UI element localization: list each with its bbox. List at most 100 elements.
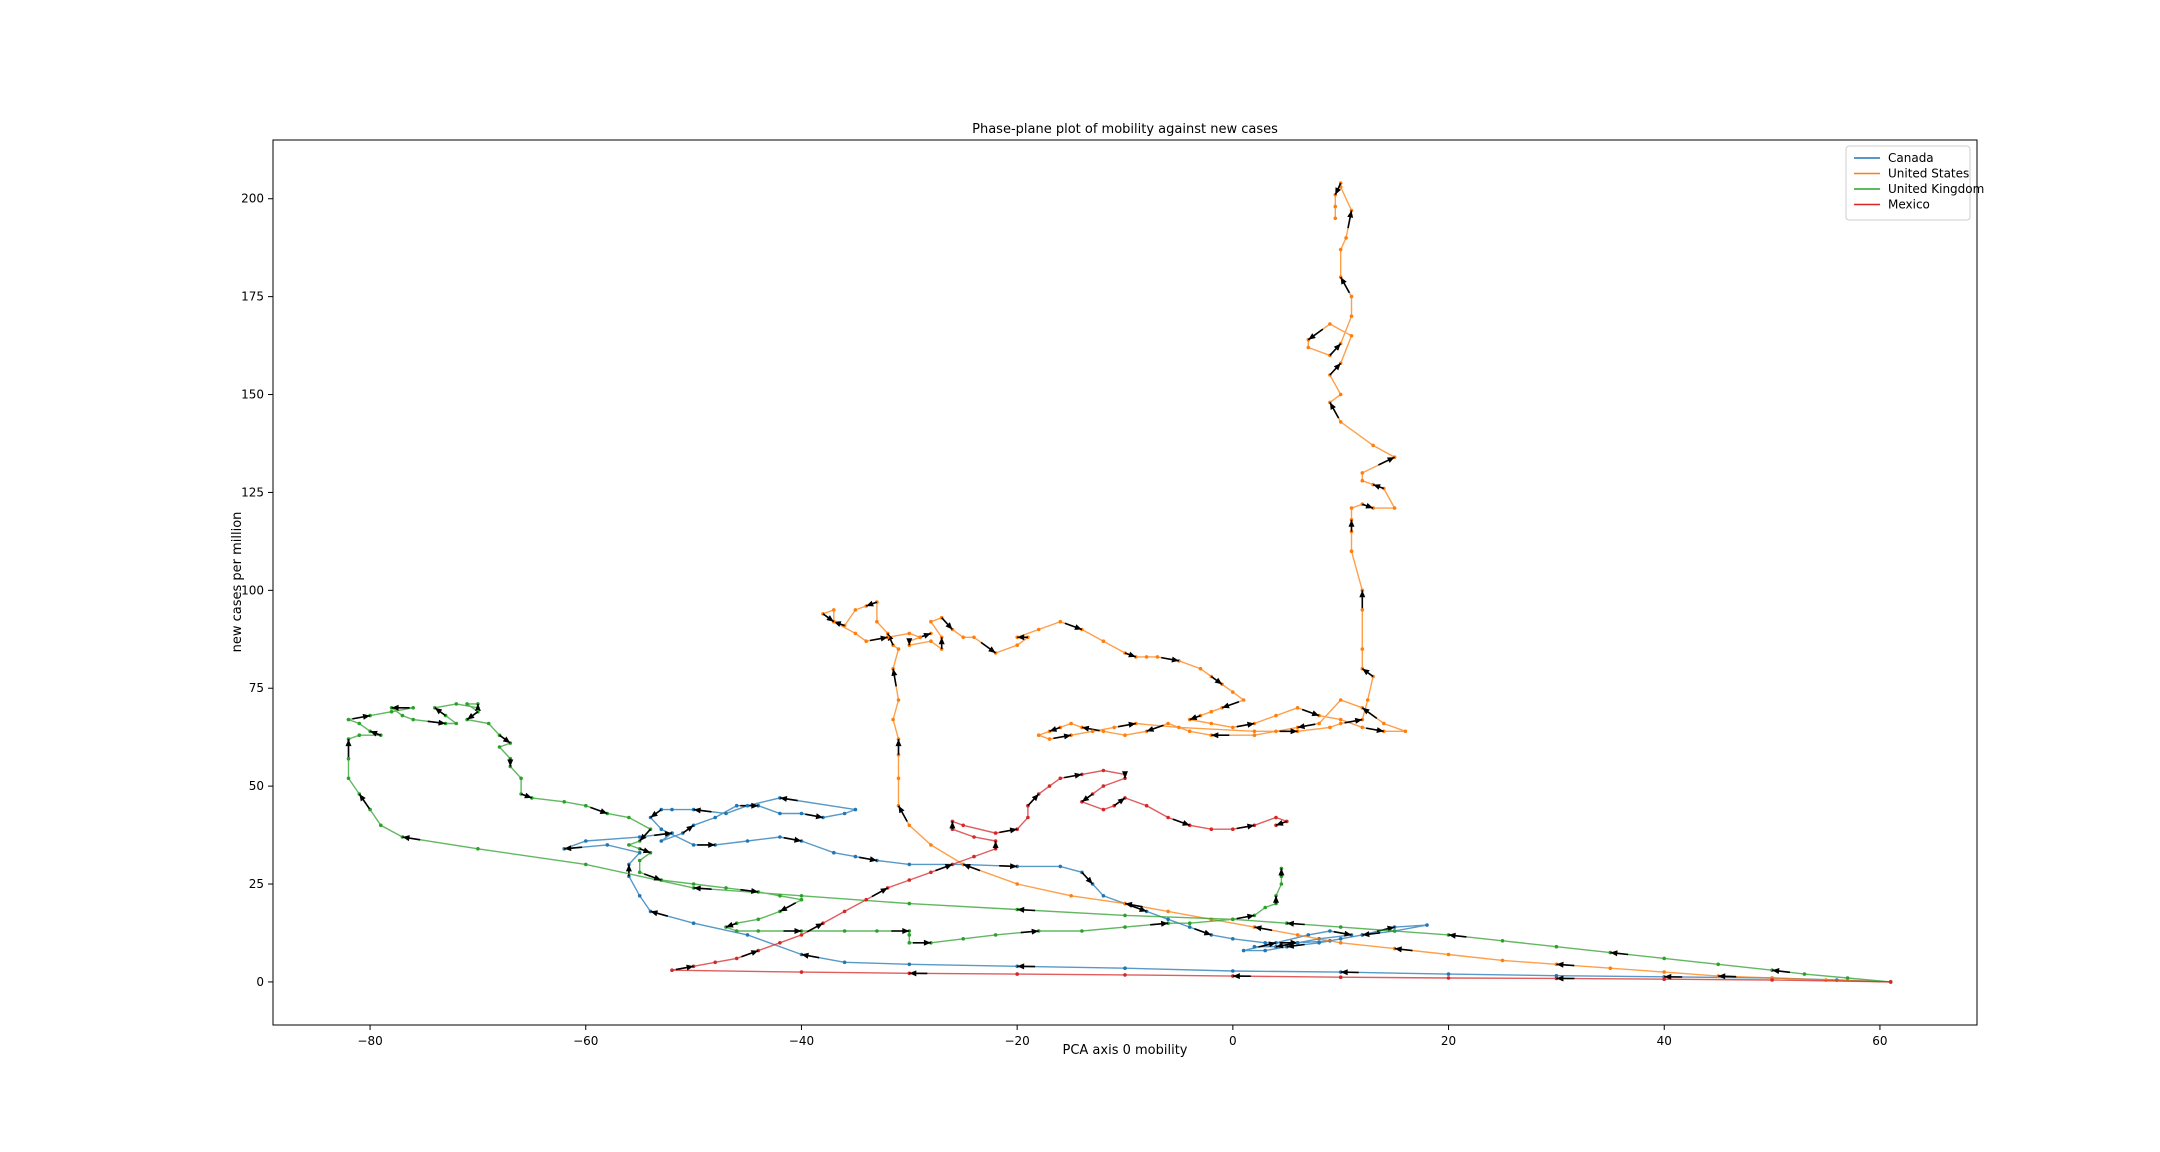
legend-label-united-kingdom: United Kingdom: [1888, 182, 1984, 196]
data-point-united-states: [896, 647, 901, 651]
direction-arrow-head: [887, 633, 894, 641]
data-point-canada: [1446, 972, 1451, 976]
y-axis-label: new cases per million: [230, 512, 245, 653]
data-point-united-states: [1155, 655, 1160, 659]
y-tick-label: 50: [249, 779, 264, 793]
data-point-united-states: [1274, 729, 1278, 734]
direction-arrow-head: [1448, 932, 1456, 939]
data-point-united-states: [1333, 204, 1338, 209]
data-point-united-kingdom: [627, 843, 631, 847]
data-point-canada: [637, 850, 642, 855]
data-point-canada: [724, 811, 728, 816]
data-point-united-states: [929, 843, 933, 847]
y-tick-label: 125: [241, 485, 264, 499]
direction-arrow-head: [1273, 895, 1279, 903]
data-point-canada: [842, 811, 847, 816]
data-point-united-kingdom: [734, 929, 739, 933]
data-point-united-kingdom: [799, 894, 804, 898]
direction-arrow-head: [362, 713, 371, 720]
data-point-united-states: [1252, 733, 1257, 737]
data-point-united-kingdom: [1802, 972, 1807, 976]
data-point-united-states: [1349, 334, 1354, 338]
data-point-mexico: [929, 870, 933, 875]
data-point-canada: [745, 839, 750, 843]
legend-label-mexico: Mexico: [1888, 198, 1930, 212]
x-axis: −80 −60 −40 −20 0 20 40 60: [357, 1025, 1888, 1048]
direction-arrow-head: [1311, 710, 1320, 717]
data-point-canada: [1425, 923, 1429, 927]
direction-arrow-head: [1182, 820, 1190, 826]
data-point-united-kingdom: [379, 823, 383, 828]
direction-arrow-head: [1347, 210, 1354, 218]
data-point-canada: [1166, 917, 1170, 922]
direction-arrow-head: [1122, 771, 1128, 779]
y-tick-label: 75: [249, 681, 264, 695]
direction-arrow-head: [1333, 363, 1341, 371]
data-point-canada: [853, 807, 858, 812]
data-point-mexico: [799, 933, 804, 937]
direction-arrow-head: [1232, 973, 1240, 980]
data-point-united-kingdom: [907, 933, 912, 937]
series-united-kingdom: [345, 702, 1893, 984]
direction-arrow-head: [650, 910, 658, 917]
data-point-united-kingdom: [476, 847, 480, 851]
data-point-canada: [1231, 969, 1235, 973]
y-tick-label: 175: [241, 290, 264, 304]
direction-arrow-head: [1348, 519, 1355, 527]
direction-arrow-head: [1139, 906, 1147, 912]
data-point-united-states: [1036, 733, 1041, 737]
direction-arrow-head: [1189, 714, 1198, 720]
data-point-united-kingdom: [454, 702, 459, 706]
direction-arrow-head: [869, 856, 877, 863]
data-point-united-kingdom: [724, 886, 728, 890]
data-point-united-kingdom: [756, 917, 761, 922]
x-tick-label: 20: [1441, 1034, 1456, 1048]
x-tick-label: −40: [789, 1034, 814, 1048]
direction-arrow-head: [992, 841, 999, 848]
data-point-united-kingdom: [1231, 917, 1235, 922]
direction-arrow-head: [779, 796, 788, 802]
data-point-mexico: [972, 835, 976, 839]
data-point-mexico: [1123, 973, 1127, 977]
direction-arrow-head: [564, 845, 572, 852]
direction-arrow-head: [1308, 333, 1316, 340]
direction-arrow-head: [1074, 624, 1082, 630]
direction-arrow-head: [1297, 723, 1305, 730]
data-point-united-states: [1231, 690, 1235, 694]
data-point-united-kingdom: [637, 870, 642, 875]
data-point-mexico: [713, 960, 717, 965]
direction-arrow-head: [826, 615, 834, 622]
data-point-mexico: [1101, 784, 1106, 788]
data-point-canada: [1306, 933, 1311, 937]
plot-frame: [272, 139, 1978, 1026]
direction-arrow-head: [1772, 968, 1780, 974]
direction-arrow-head: [1010, 863, 1018, 870]
data-point-mexico: [1274, 815, 1278, 820]
direction-arrow-head: [1556, 961, 1564, 968]
series-canada: [562, 796, 1893, 984]
data-point-mexico: [961, 823, 965, 828]
data-point-canada: [670, 807, 674, 812]
direction-arrow-head: [1125, 901, 1133, 908]
series-united-states: [821, 181, 1893, 984]
direction-arrow-head: [923, 633, 931, 639]
direction-arrow-head: [524, 792, 532, 799]
data-point-united-kingdom: [1845, 976, 1850, 980]
data-point-united-states: [1036, 627, 1041, 632]
direction-arrow-head: [693, 885, 701, 892]
direction-arrow-head: [794, 836, 802, 843]
direction-arrow-head: [438, 719, 446, 726]
data-point-united-states: [1608, 966, 1613, 970]
data-point-canada: [605, 843, 610, 847]
direction-arrow-head: [751, 802, 759, 809]
data-point-united-states: [929, 619, 933, 624]
y-tick-label: 25: [249, 877, 264, 891]
direction-arrow-head: [902, 928, 910, 934]
direction-arrow-head: [686, 964, 694, 971]
direction-arrow-head: [1074, 772, 1082, 779]
direction-arrow-head: [1286, 920, 1294, 927]
data-point-united-kingdom: [1279, 882, 1284, 886]
data-point-mexico: [864, 897, 868, 902]
data-point-canada: [1101, 894, 1106, 898]
